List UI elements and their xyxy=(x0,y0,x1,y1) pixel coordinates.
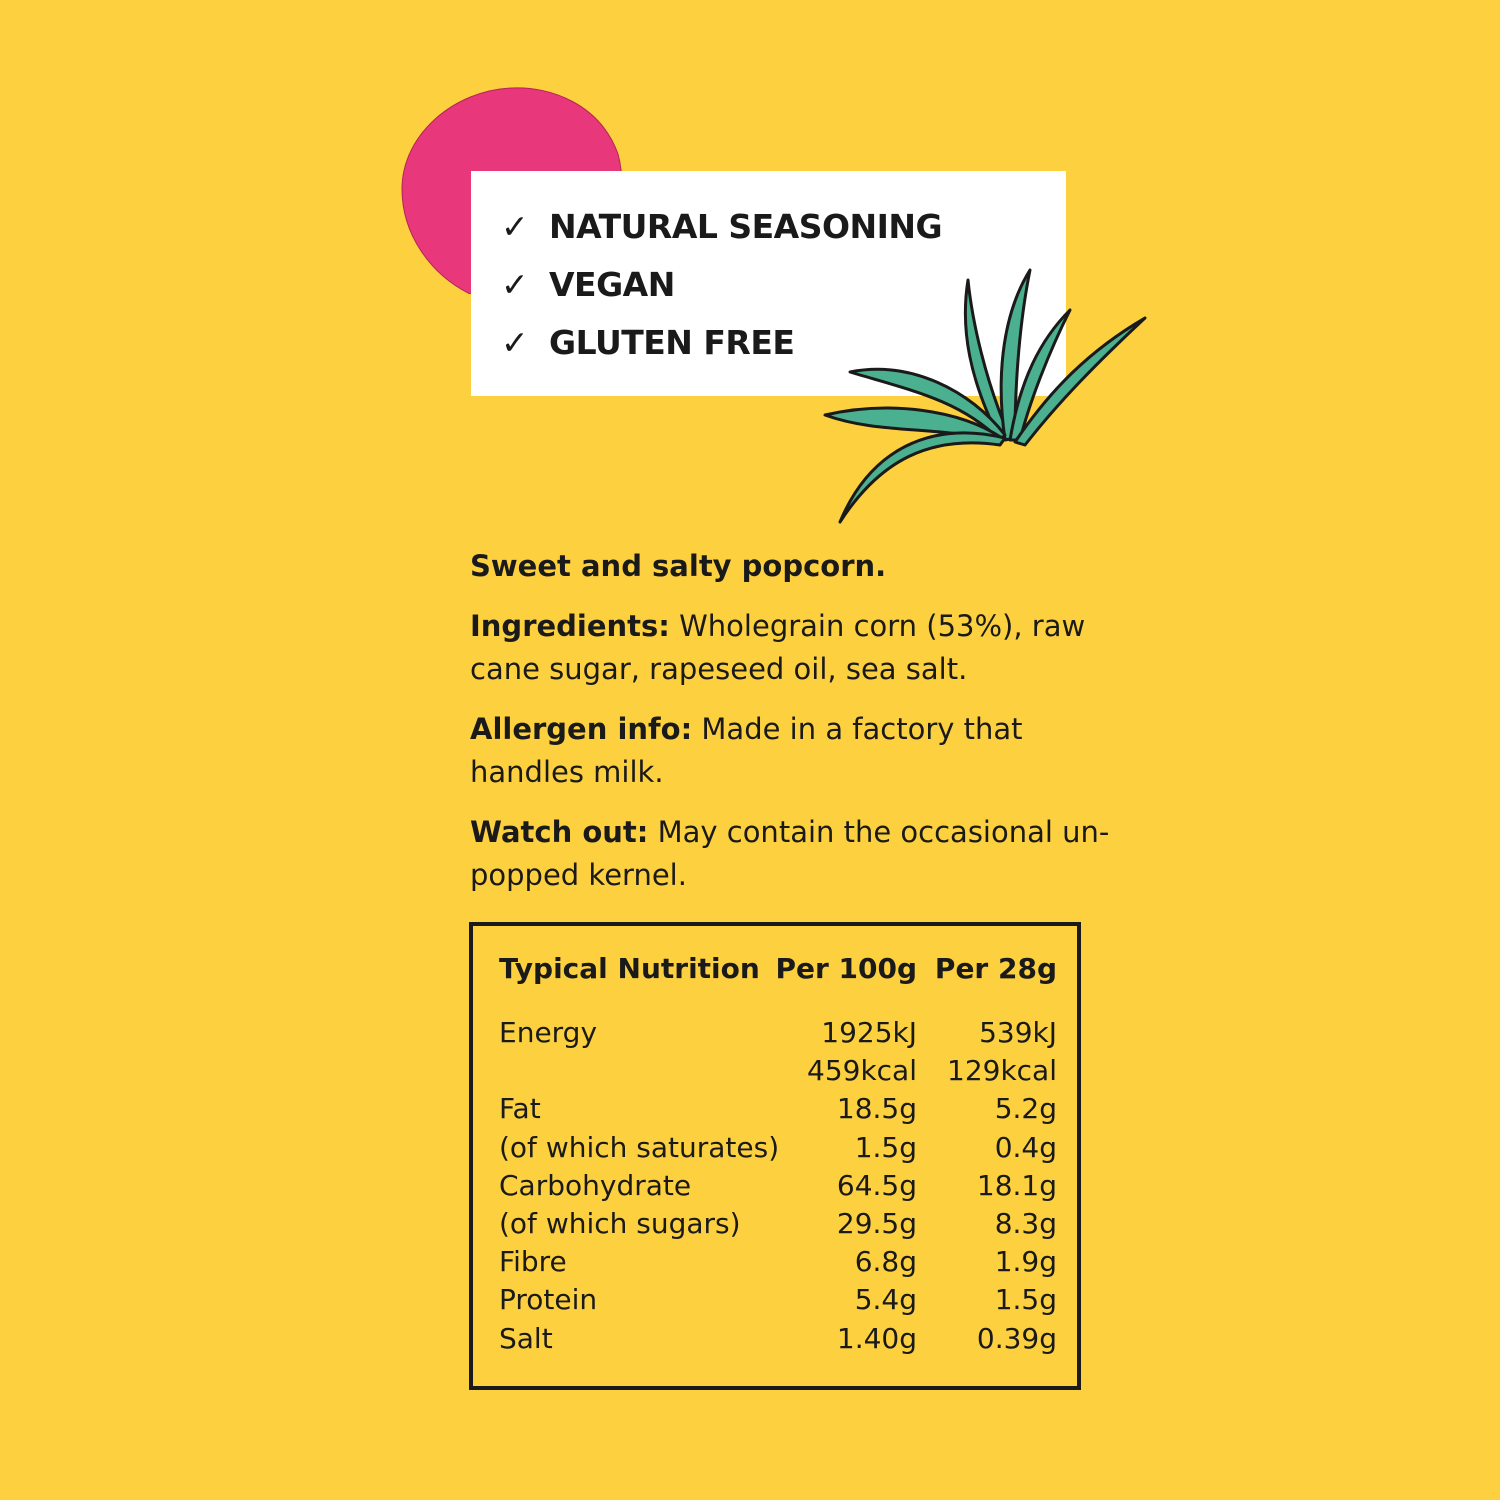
ingredients-text: Wholegrain corn (53%), raw cane sugar, r… xyxy=(470,609,1086,686)
claim-natural-seasoning: ✓ NATURAL SEASONING xyxy=(501,207,943,246)
value-per-28g: 1.9g xyxy=(994,1245,1057,1279)
nutrition-row: (of which saturates) 1.5g 0.4g xyxy=(499,1131,1057,1169)
value-per-28g: 0.39g xyxy=(976,1321,1057,1355)
value-per-100g: 5.4g xyxy=(854,1283,917,1317)
allergen-text: Made in a factory that handles milk. xyxy=(470,712,1023,789)
value-per-28g: 5.2g xyxy=(994,1092,1057,1126)
claim-label: NATURAL SEASONING xyxy=(549,207,943,246)
nutrient-name: (of which saturates) xyxy=(499,1130,780,1164)
product-description: Sweet and salty popcorn. Ingredients: Wh… xyxy=(470,545,1110,914)
check-icon: ✓ xyxy=(501,265,529,304)
claim-vegan: ✓ VEGAN xyxy=(501,265,675,304)
nutrient-name: Fibre xyxy=(499,1245,567,1279)
check-icon: ✓ xyxy=(501,207,529,246)
header-per-100g: Per 100g xyxy=(775,952,917,985)
nutrient-name: Carbohydrate xyxy=(499,1168,692,1202)
allergen-label: Allergen info: xyxy=(470,712,693,746)
value-per-100g: 1925kJ xyxy=(821,1016,917,1049)
nutrition-row: Fat 18.5g 5.2g xyxy=(499,1092,1057,1130)
nutrition-header-row: Typical Nutrition Per 100g Per 28g xyxy=(499,952,1057,990)
claim-label: VEGAN xyxy=(549,265,675,304)
tagline: Sweet and salty popcorn. xyxy=(470,549,887,583)
nutrition-row: Energy 1925kJ 539kJ xyxy=(499,1016,1057,1054)
nutrition-table: Typical Nutrition Per 100g Per 28g Energ… xyxy=(469,922,1081,1390)
nutrition-row: Salt 1.40g 0.39g xyxy=(499,1322,1057,1360)
value-per-28g: 8.3g xyxy=(994,1207,1057,1240)
nutrient-name: Fat xyxy=(499,1092,541,1126)
value-per-28g: 129kcal xyxy=(947,1054,1057,1088)
nutrient-name: (of which sugars) xyxy=(499,1207,741,1240)
nutrition-row: Fibre 6.8g 1.9g xyxy=(499,1245,1057,1283)
nutrient-name: Protein xyxy=(499,1283,598,1317)
nutrient-name: Salt xyxy=(499,1321,553,1355)
header-per-28g: Per 28g xyxy=(934,952,1057,985)
nutrient-name: Energy xyxy=(499,1016,598,1049)
watch-out-text: May contain the occasional un-popped ker… xyxy=(470,815,1110,892)
allergen-paragraph: Allergen info: Made in a factory that ha… xyxy=(470,708,1110,794)
check-icon: ✓ xyxy=(501,323,529,362)
value-per-28g: 1.5g xyxy=(994,1283,1057,1317)
value-per-28g: 0.4g xyxy=(994,1130,1057,1164)
value-per-28g: 539kJ xyxy=(979,1016,1057,1049)
nutrition-row: (of which sugars) 29.5g 8.3g xyxy=(499,1207,1057,1245)
header-nutrient: Typical Nutrition xyxy=(499,952,760,985)
nutrition-row: Carbohydrate 64.5g 18.1g xyxy=(499,1169,1057,1207)
value-per-100g: 64.5g xyxy=(836,1168,917,1202)
claim-gluten-free: ✓ GLUTEN FREE xyxy=(501,323,795,362)
value-per-100g: 459kcal xyxy=(807,1054,917,1088)
value-per-100g: 18.5g xyxy=(836,1092,917,1126)
value-per-100g: 1.40g xyxy=(836,1321,917,1355)
value-per-100g: 29.5g xyxy=(836,1207,917,1240)
leaf-illustration xyxy=(823,268,1147,524)
nutrition-row: 459kcal 129kcal xyxy=(499,1054,1057,1092)
ingredients-paragraph: Ingredients: Wholegrain corn (53%), raw … xyxy=(470,605,1110,691)
value-per-100g: 1.5g xyxy=(854,1130,917,1164)
watch-out-paragraph: Watch out: May contain the occasional un… xyxy=(470,811,1110,897)
value-per-28g: 18.1g xyxy=(976,1168,1057,1202)
watch-out-label: Watch out: xyxy=(470,815,649,849)
value-per-100g: 6.8g xyxy=(854,1245,917,1279)
ingredients-label: Ingredients: xyxy=(470,609,670,643)
claim-label: GLUTEN FREE xyxy=(549,323,795,362)
nutrition-row: Protein 5.4g 1.5g xyxy=(499,1283,1057,1321)
